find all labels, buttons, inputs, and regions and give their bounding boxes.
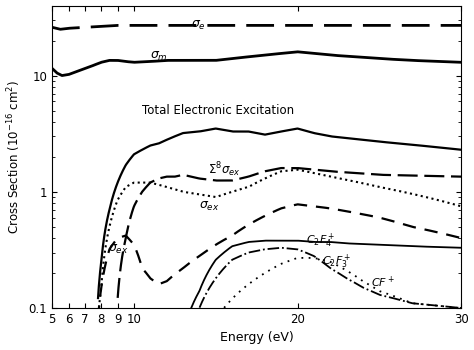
Text: $C_2F_4^+$: $C_2F_4^+$	[306, 231, 335, 250]
Text: $\sigma_m$: $\sigma_m$	[150, 50, 168, 63]
Y-axis label: Cross Section ($10^{-16}$ cm$^2$): Cross Section ($10^{-16}$ cm$^2$)	[6, 80, 23, 234]
Text: $CF^+$: $CF^+$	[371, 275, 395, 290]
X-axis label: Energy (eV): Energy (eV)	[220, 331, 293, 344]
Text: $\sigma_e$: $\sigma_e$	[191, 19, 206, 32]
Text: $\sigma_{ex}$: $\sigma_{ex}$	[200, 200, 220, 213]
Text: $\sigma_{ex}$: $\sigma_{ex}$	[108, 243, 128, 256]
Text: $C_2F_3^+$: $C_2F_3^+$	[322, 253, 351, 271]
Text: Total Electronic Excitation: Total Electronic Excitation	[142, 104, 294, 117]
Text: $\Sigma^8\sigma_{ex}$: $\Sigma^8\sigma_{ex}$	[208, 160, 240, 179]
